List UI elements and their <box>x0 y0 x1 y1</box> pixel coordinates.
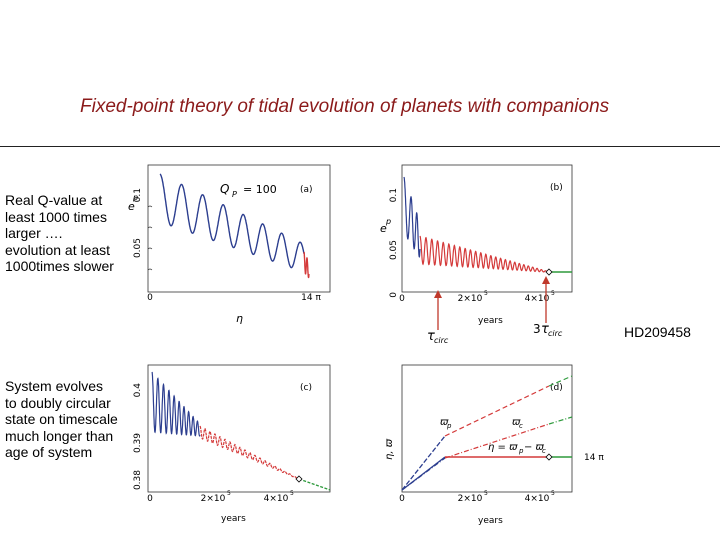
panel-c-xlabel: years <box>221 514 246 524</box>
panel-a-xtick-1: 14 π <box>301 293 321 303</box>
panel-b-xlabel: years <box>478 316 503 326</box>
panel-a-ytick-2: 0 <box>147 293 153 303</box>
panel-c-frame <box>147 364 331 493</box>
panel-a-ylabel: e <box>128 200 135 213</box>
panel-b-xtick-1-exp: 5 <box>484 290 488 297</box>
panel-b-marker <box>545 268 553 276</box>
note-top-line-2: least 1000 times <box>5 208 107 225</box>
panel-d-ylabel: η, ϖ <box>384 438 395 460</box>
panel-d-line-c: ϖ <box>512 417 521 428</box>
title-divider <box>0 146 720 147</box>
panel-c-tag: (c) <box>300 383 312 393</box>
panel-d-xtick-1-exp: 5 <box>484 490 488 497</box>
panel-d-line-p: ϖ <box>440 417 449 428</box>
note-bottom-line-1: System evolves <box>5 378 104 394</box>
panel-b-frame <box>401 164 573 293</box>
note-bottom-line-5: age of system <box>5 444 93 460</box>
panel-b-marker-1: τ <box>427 329 435 344</box>
panel-b-ytick-2: 0 <box>389 292 399 298</box>
panel-d-eq-value: 14 π <box>584 453 604 463</box>
panel-a-ylabel-sub: p <box>132 193 138 202</box>
panel-b-curve-late <box>419 235 550 273</box>
panel-d-tag: (d) <box>550 383 563 393</box>
panel-b-ylabel: e <box>380 222 387 235</box>
panel-b-curve <box>403 176 421 258</box>
panel-b-marker-2: τ <box>541 322 549 337</box>
panel-a: 0.1 0.05 0 e p Q P = 100 (a) 0 14 π η <box>128 164 331 325</box>
panel-b-xtick-1: 2×10 <box>458 294 483 304</box>
panel-b-arrowhead-1 <box>434 290 442 298</box>
panel-a-ytick-1: 0.05 <box>133 238 143 258</box>
panel-d-xtick-1: 2×10 <box>458 494 483 504</box>
panel-d-eq-mid: − ϖ <box>524 442 545 453</box>
panel-c-xtick-0: 0 <box>147 494 153 504</box>
panel-b-marker-1-sub: circ <box>434 336 449 345</box>
panel-d-marker <box>545 453 553 461</box>
slide-title: Fixed-point theory of tidal evolution of… <box>80 96 610 117</box>
note-bottom: System evolves to doubly circular state … <box>5 378 118 461</box>
panel-a-annotation-value: = 100 <box>243 183 277 196</box>
panel-c-ytick-2: 0.38 <box>133 470 143 490</box>
note-top-line-3: larger …. <box>5 225 63 241</box>
note-bottom-line-4: much longer than <box>5 427 114 444</box>
panel-a-frame <box>147 164 331 293</box>
panel-c-xtick-2: 4×10 <box>264 494 289 504</box>
panel-a-tag: (a) <box>300 185 313 195</box>
panel-d-frame <box>401 364 573 493</box>
panel-c-ytick-1: 0.39 <box>133 433 143 453</box>
panel-c-curve-late <box>199 425 299 480</box>
note-top-line-1: Real Q-value at <box>5 192 103 208</box>
panel-d-curve-c-early <box>401 457 446 491</box>
note-bottom-line-3: state on timescale <box>5 411 118 427</box>
panel-c-ytick-0: 0.4 <box>133 383 143 398</box>
panel-d-xtick-2: 4×10 <box>525 494 550 504</box>
panel-d-curve-eta-early <box>401 456 446 491</box>
system-label: HD209458 <box>624 324 691 340</box>
panel-b-xtick-2-exp: 5 <box>551 290 555 297</box>
panel-d-eq: η = ϖ <box>488 442 518 453</box>
panel-c-xtick-1: 2×10 <box>201 494 226 504</box>
panel-d-curve-p-final <box>548 375 573 387</box>
panel-d: η, ϖ (d) 0 2×10 5 4×10 5 years ϖ p ϖ c η… <box>384 364 604 526</box>
panel-b-marker-2-sub: circ <box>548 329 563 338</box>
panel-a-curve <box>159 173 305 269</box>
panel-d-curve-p-early <box>401 435 446 491</box>
panel-d-xlabel: years <box>478 516 503 526</box>
panel-d-curve-p-late <box>444 385 550 437</box>
panel-d-line-c-sub: c <box>519 422 523 430</box>
panel-b-arrowhead-2 <box>542 276 550 284</box>
panel-d-eq-sub-c: c <box>542 447 546 455</box>
panel-c-marker <box>295 475 303 483</box>
panel-a-xlabel: η <box>236 312 243 325</box>
panel-b-tag: (b) <box>550 183 563 193</box>
panel-b-xtick-2: 4×10 <box>525 294 550 304</box>
panel-d-curve-c-late <box>444 423 550 459</box>
panel-b-xtick-0: 0 <box>399 294 405 304</box>
note-top-line-4: evolution at least <box>5 241 111 258</box>
panel-b: 0.1 0.05 0 e p (b) 0 2×10 5 4×10 5 years… <box>380 164 573 345</box>
panel-b-ytick-1: 0.05 <box>389 240 399 260</box>
panel-c-curve-final <box>298 478 331 491</box>
panel-a-annotation: Q <box>220 182 229 196</box>
panel-c-curve <box>151 371 201 437</box>
panel-d-xtick-2-exp: 5 <box>551 490 555 497</box>
panel-b-marker-2-prefix: 3 <box>533 322 541 336</box>
panel-c-xtick-1-exp: 5 <box>227 490 231 497</box>
panel-c: 0.4 0.39 0.38 (c) 0 2×10 5 4×10 5 years <box>133 364 331 524</box>
panel-d-eq-sub-p: p <box>518 447 524 455</box>
panel-a-curve-late <box>303 251 310 279</box>
panel-d-xtick-0: 0 <box>399 494 405 504</box>
note-bottom-line-2: to doubly circular <box>5 394 111 411</box>
note-top: Real Q-value at least 1000 times larger … <box>5 192 114 275</box>
panel-a-ytick-0: 0.1 <box>133 188 143 202</box>
note-top-line-5: 1000times slower <box>5 258 114 274</box>
panel-d-line-p-sub: p <box>446 422 452 430</box>
panel-d-curve-c-final <box>548 416 573 425</box>
panel-b-ylabel-sub: p <box>385 217 391 226</box>
panel-c-xtick-2-exp: 5 <box>290 490 294 497</box>
panel-a-annotation-sub: P <box>232 190 237 199</box>
panel-b-ytick-0: 0.1 <box>389 188 399 202</box>
